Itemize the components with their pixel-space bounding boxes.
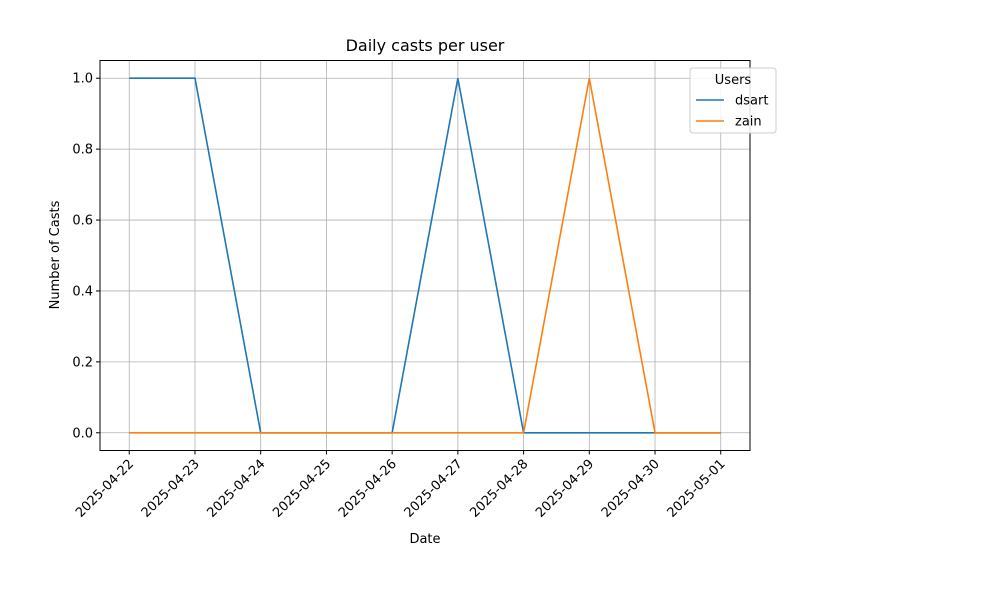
y-tick-label: 0.8 xyxy=(72,143,93,158)
legend-box xyxy=(689,67,777,134)
y-axis-label: Number of Casts xyxy=(48,200,63,309)
legend: Users dsart zain xyxy=(689,67,777,134)
y-tick-label: 0.4 xyxy=(72,284,93,299)
legend-title: Users xyxy=(715,73,752,88)
series-line-zain xyxy=(129,78,721,434)
x-tick-label: 2025-04-24 xyxy=(204,457,268,521)
x-axis-label: Date xyxy=(409,532,440,547)
x-tick-label: 2025-05-01 xyxy=(665,457,729,521)
x-tick-label: 2025-04-29 xyxy=(533,457,597,521)
y-axis-ticks: 0.0 0.2 0.4 0.6 0.8 1.0 xyxy=(72,72,100,441)
x-tick-label: 2025-04-22 xyxy=(73,457,137,521)
series-lines xyxy=(129,77,721,434)
series-line-dsart xyxy=(129,77,721,434)
legend-label-zain: zain xyxy=(735,115,762,130)
legend-label-dsart: dsart xyxy=(735,94,768,109)
x-tick-label: 2025-04-25 xyxy=(270,457,334,521)
x-axis-ticks: 2025-04-22 2025-04-23 2025-04-24 2025-04-25… xyxy=(73,450,729,521)
chart-title: Daily casts per user xyxy=(346,36,505,55)
x-tick-label: 2025-04-28 xyxy=(467,457,531,521)
x-tick-label: 2025-04-27 xyxy=(402,457,466,521)
x-tick-label: 2025-04-26 xyxy=(336,457,400,521)
x-tick-label: 2025-04-30 xyxy=(599,457,663,521)
plot-frame xyxy=(99,60,751,451)
y-tick-label: 0.0 xyxy=(72,426,93,441)
y-tick-label: 0.6 xyxy=(72,214,93,229)
y-tick-label: 0.2 xyxy=(72,355,93,370)
y-tick-label: 1.0 xyxy=(72,72,93,87)
x-tick-label: 2025-04-23 xyxy=(139,457,203,521)
